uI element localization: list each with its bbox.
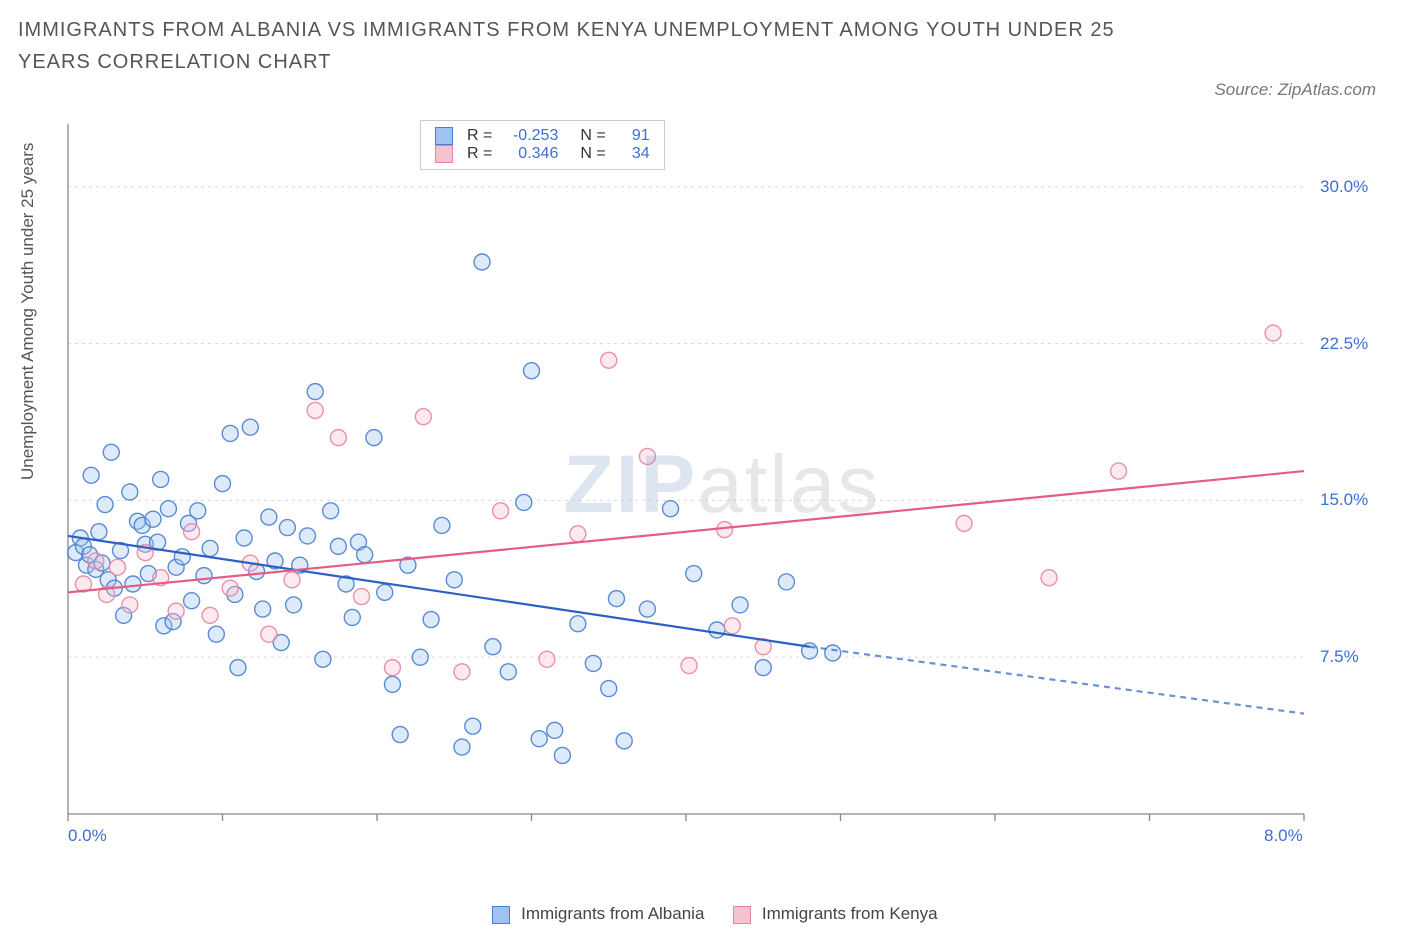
n-value-albania: 91 [620, 127, 650, 145]
r-value-kenya: 0.346 [506, 145, 558, 163]
x-tick-label: 8.0% [1264, 826, 1303, 846]
legend-label-albania: Immigrants from Albania [521, 904, 704, 923]
n-label: N = [580, 127, 605, 145]
legend-row-albania: R = -0.253 N = 91 [435, 127, 650, 145]
y-tick-label: 7.5% [1320, 647, 1359, 667]
legend-swatch-kenya-bottom [733, 906, 751, 924]
chart-area: ZIPatlas [64, 120, 1380, 850]
y-tick-label: 15.0% [1320, 490, 1368, 510]
r-label: R = [467, 145, 492, 163]
legend-swatch-albania-bottom [492, 906, 510, 924]
series-legend: Immigrants from Albania Immigrants from … [0, 904, 1406, 924]
legend-label-kenya: Immigrants from Kenya [762, 904, 938, 923]
r-value-albania: -0.253 [506, 127, 558, 145]
scatter-plot-svg [64, 120, 1380, 850]
x-tick-label: 0.0% [68, 826, 107, 846]
n-value-kenya: 34 [620, 145, 650, 163]
y-tick-label: 30.0% [1320, 177, 1368, 197]
legend-swatch-albania [435, 127, 453, 145]
r-label: R = [467, 127, 492, 145]
correlation-legend: R = -0.253 N = 91 R = 0.346 N = 34 [420, 120, 665, 170]
y-tick-label: 22.5% [1320, 334, 1368, 354]
n-label: N = [580, 145, 605, 163]
source-attribution: Source: ZipAtlas.com [1214, 80, 1376, 100]
legend-swatch-kenya [435, 145, 453, 163]
y-axis-label: Unemployment Among Youth under 25 years [18, 143, 38, 480]
legend-row-kenya: R = 0.346 N = 34 [435, 145, 650, 163]
chart-title: IMMIGRANTS FROM ALBANIA VS IMMIGRANTS FR… [18, 14, 1138, 78]
